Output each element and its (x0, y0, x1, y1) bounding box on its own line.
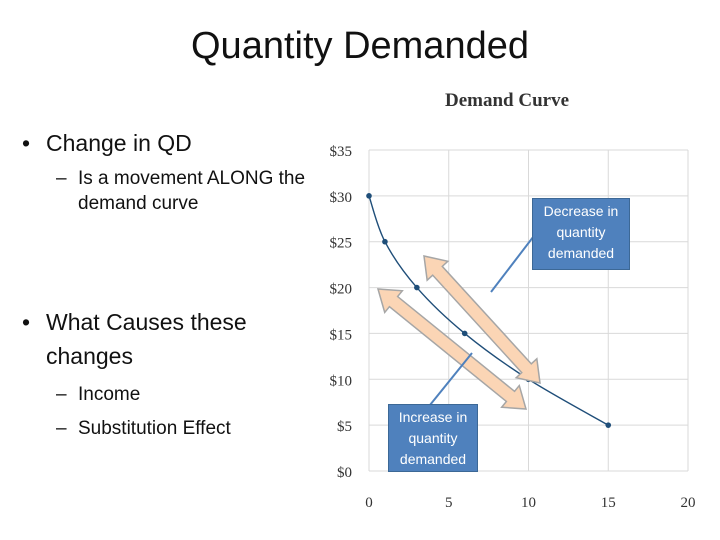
sub-bullet-movement-along: – Is a movement ALONG the demand curve (56, 166, 306, 216)
movement-arrows (376, 255, 541, 410)
sub-bullet-income: – Income (56, 378, 231, 412)
dash-marker: – (56, 418, 67, 439)
y-tick-label: $20 (330, 282, 353, 298)
data-point (366, 193, 372, 199)
y-tick-label: $5 (337, 419, 352, 435)
chart-title: Demand Curve (445, 90, 569, 111)
dash-marker: – (56, 168, 67, 189)
leader-line-increase (429, 352, 473, 406)
x-tick-label: 10 (521, 495, 536, 511)
x-tick-label: 20 (681, 495, 696, 511)
dash-marker: – (56, 384, 67, 405)
leader-line-decrease (490, 227, 541, 293)
x-tick-label: 0 (365, 495, 373, 511)
y-tick-label: $0 (337, 465, 352, 481)
sub-bullet-text: Income (78, 384, 141, 405)
data-point (605, 422, 612, 428)
sub-bullet-text: Substitution Effect (78, 418, 231, 439)
x-axis-ticks: 0 5 10 15 20 (365, 495, 695, 511)
callout-leader-lines (429, 227, 541, 406)
y-tick-label: $25 (330, 236, 353, 252)
data-point (382, 238, 388, 245)
bullet-what-causes: • What Causes these changes (22, 305, 282, 373)
callout-decrease-quantity-demanded: Decrease in quantity demanded (532, 198, 630, 270)
sub-bullet-substitution: – Substitution Effect (56, 412, 231, 446)
callout-increase-quantity-demanded: Increase in quantity demanded (388, 404, 478, 472)
data-point (414, 284, 420, 291)
arrow-along-curve-lower (376, 288, 528, 410)
sub-bullet-text: Is a movement ALONG the demand curve (78, 168, 306, 214)
x-tick-label: 5 (445, 495, 453, 511)
bullet-marker: • (22, 309, 31, 335)
y-tick-label: $15 (330, 327, 353, 343)
data-point (461, 330, 468, 337)
bullet-change-in-qd: • Change in QD (22, 128, 192, 158)
x-tick-label: 15 (601, 495, 616, 511)
bullet-marker: • (22, 130, 31, 156)
y-tick-label: $35 (330, 144, 353, 160)
sub-bullet-list-causes: – Income – Substitution Effect (56, 378, 231, 446)
y-axis-ticks: $0 $5 $10 $15 $20 $25 $30 $35 (330, 144, 353, 481)
bullet-text: Change in QD (46, 130, 192, 156)
y-tick-label: $30 (330, 190, 353, 206)
y-tick-label: $10 (330, 373, 353, 389)
bullet-text: What Causes these changes (46, 309, 247, 369)
slide-title: Quantity Demanded (191, 25, 529, 67)
arrow-along-curve-upper (423, 255, 541, 384)
